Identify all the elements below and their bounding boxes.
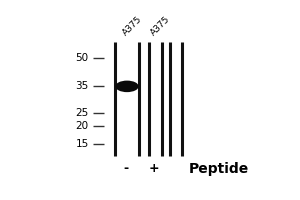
Text: +: + bbox=[148, 162, 159, 175]
Text: -: - bbox=[123, 162, 128, 175]
Text: Peptide: Peptide bbox=[189, 162, 249, 176]
Ellipse shape bbox=[116, 81, 139, 92]
Text: 35: 35 bbox=[75, 81, 89, 91]
Text: A375: A375 bbox=[148, 15, 171, 38]
Text: A375: A375 bbox=[121, 15, 143, 38]
Text: 25: 25 bbox=[75, 108, 89, 118]
Text: 15: 15 bbox=[75, 139, 89, 149]
Text: 50: 50 bbox=[76, 53, 89, 63]
Text: 20: 20 bbox=[76, 121, 89, 131]
